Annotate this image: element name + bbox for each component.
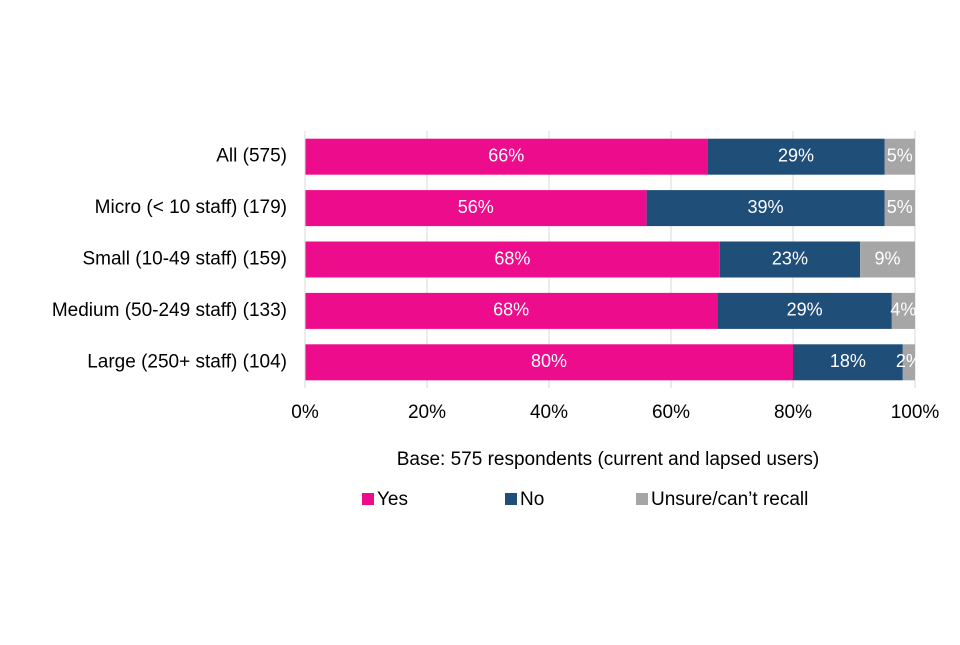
bar-segment xyxy=(891,292,915,329)
y-tick-label: Medium (50-249 staff) (133) xyxy=(52,300,287,321)
bar-segment xyxy=(305,292,718,329)
legend-swatch xyxy=(505,493,517,505)
data-label: 29% xyxy=(778,145,814,165)
y-tick-label: Micro (< 10 staff) (179) xyxy=(95,197,287,218)
bar-segment xyxy=(707,138,885,175)
legend-swatch xyxy=(362,493,374,505)
legend-swatch xyxy=(636,493,648,505)
bar-segment xyxy=(719,241,861,278)
data-label: 18% xyxy=(830,351,866,371)
y-tick-label: All (575) xyxy=(216,146,287,167)
x-tick-label: 20% xyxy=(408,402,446,423)
data-label: 80% xyxy=(531,351,567,371)
x-tick-label: 60% xyxy=(652,402,690,423)
legend-label: No xyxy=(520,489,544,510)
x-tick-label: 0% xyxy=(291,402,319,423)
bar-segment xyxy=(305,344,793,381)
bar-segment xyxy=(305,241,720,278)
bar-segment xyxy=(646,190,885,227)
data-label: 56% xyxy=(458,197,494,217)
bar-segment xyxy=(884,138,915,175)
legend-label: Unsure/can’t recall xyxy=(651,489,808,510)
bar-segment xyxy=(902,344,915,381)
x-tick-label: 80% xyxy=(774,402,812,423)
data-label: 68% xyxy=(494,248,530,268)
y-tick-label: Large (250+ staff) (104) xyxy=(87,351,287,372)
data-label: 68% xyxy=(493,300,529,320)
x-tick-label: 40% xyxy=(530,402,568,423)
data-label: 9% xyxy=(875,248,901,268)
data-label: 4% xyxy=(890,300,916,320)
bar-segment xyxy=(884,190,915,227)
data-label: 39% xyxy=(748,197,784,217)
bar-segment xyxy=(305,138,708,175)
x-tick-label: 100% xyxy=(891,402,940,423)
bar-segment xyxy=(793,344,903,381)
bar-segment xyxy=(860,241,915,278)
data-label: 23% xyxy=(772,248,808,268)
y-tick-label: Small (10-49 staff) (159) xyxy=(82,249,287,270)
data-label: 2% xyxy=(896,351,922,371)
data-label: 66% xyxy=(488,145,524,165)
bar-segment xyxy=(717,292,892,329)
data-label: 5% xyxy=(887,197,913,217)
data-label: 29% xyxy=(787,300,823,320)
data-label: 5% xyxy=(887,145,913,165)
bar-segment xyxy=(305,190,647,227)
legend-label: Yes xyxy=(377,489,408,510)
note: Base: 575 respondents (current and lapse… xyxy=(397,449,819,470)
